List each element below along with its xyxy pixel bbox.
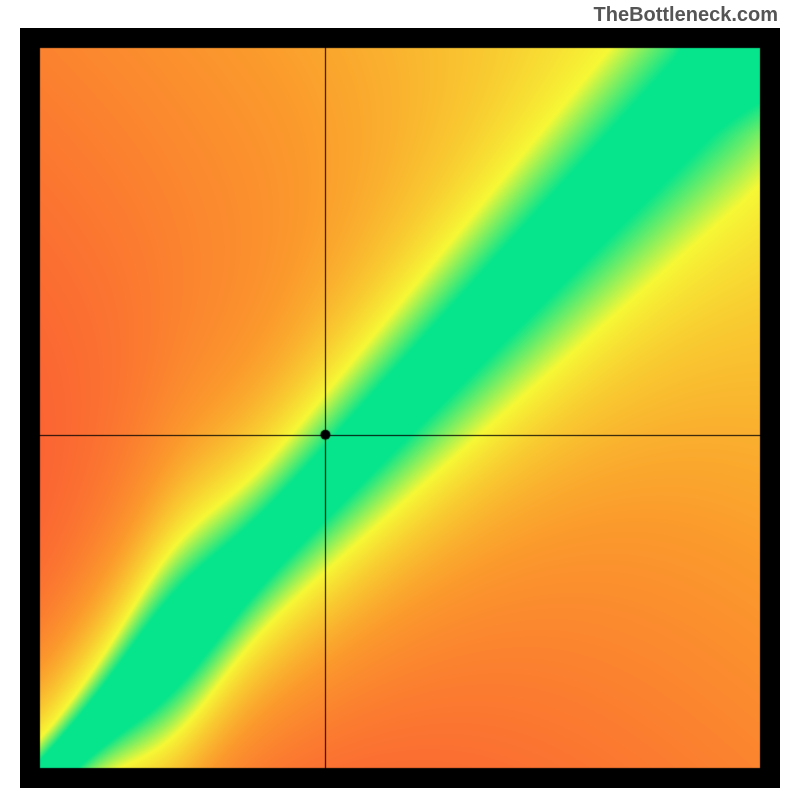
heatmap-frame	[20, 28, 780, 788]
heatmap-canvas	[20, 28, 780, 788]
attribution-text: TheBottleneck.com	[594, 4, 778, 27]
chart-container: TheBottleneck.com	[0, 0, 800, 800]
